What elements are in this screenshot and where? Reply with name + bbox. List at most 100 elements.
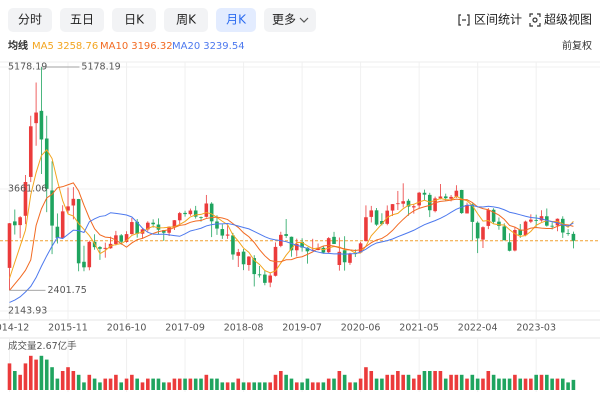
volume-bar xyxy=(422,371,427,390)
tab-label[interactable]: 五日 xyxy=(70,13,94,27)
candle-body xyxy=(135,221,139,234)
x-tick-label: 2019-07 xyxy=(282,323,322,334)
candle-body xyxy=(571,233,576,241)
candle-body xyxy=(23,182,28,216)
candle-body xyxy=(443,196,448,199)
volume-bar xyxy=(103,378,108,390)
tab-button[interactable] xyxy=(164,8,208,32)
x-tick-label: 2017-09 xyxy=(165,323,205,334)
candle-body xyxy=(231,235,235,255)
tool-super-view[interactable]: 超级视图 xyxy=(544,12,592,27)
x-tick-label: 2021-05 xyxy=(399,323,439,334)
x-tick-label: 2016-10 xyxy=(107,323,147,334)
candle-body xyxy=(550,225,554,227)
candle-body xyxy=(82,261,86,268)
tab-label[interactable]: 月K xyxy=(226,13,247,27)
plot xyxy=(0,67,600,303)
volume-bar xyxy=(252,382,257,390)
tab-button[interactable] xyxy=(8,8,52,32)
candle-body xyxy=(486,210,491,226)
volume-bar xyxy=(55,378,60,390)
volume-bar xyxy=(188,378,193,390)
volume-bar xyxy=(247,382,251,390)
candle-body xyxy=(220,229,225,236)
tab-button[interactable] xyxy=(264,8,316,32)
candle-body xyxy=(71,198,76,206)
volume-bar xyxy=(443,378,448,390)
candle-body xyxy=(358,243,363,253)
tab-label[interactable]: 分时 xyxy=(18,13,42,27)
volume-bar xyxy=(257,382,262,390)
grid xyxy=(0,62,600,392)
candle-body xyxy=(7,223,12,268)
toolbar: 分时 五日 日K 周K 月K 更多 xyxy=(8,8,316,32)
candle-body xyxy=(502,226,507,241)
volume-bar xyxy=(316,382,320,390)
volume-bar xyxy=(529,378,533,390)
legend-name: MA5 xyxy=(32,41,54,52)
candle-body xyxy=(374,210,379,225)
volume-bar xyxy=(374,378,379,390)
volume-bar xyxy=(369,371,374,390)
volume-bar xyxy=(130,374,134,390)
tab-label[interactable]: 更多 xyxy=(272,13,296,27)
volume-bar xyxy=(124,378,129,390)
candle-body xyxy=(539,216,544,221)
volume-bar xyxy=(66,367,70,390)
dropdown-chevron xyxy=(299,17,309,23)
volume-bar xyxy=(406,374,411,390)
candle-body xyxy=(252,258,257,275)
candle-body xyxy=(188,210,193,215)
adjust-mode[interactable]: 前复权 xyxy=(562,39,592,52)
volume-bar xyxy=(172,378,177,390)
candle-body xyxy=(161,230,166,233)
legend: MA5 3258.76 MA10 3196.32 MA20 3239.54 xyxy=(32,41,245,52)
candle-body xyxy=(66,206,70,211)
tab-button[interactable] xyxy=(216,8,256,32)
volume-bar xyxy=(348,382,352,390)
volume-bar xyxy=(146,378,150,390)
tool-range-stat[interactable]: 区间统计 xyxy=(474,13,522,27)
volume-bar xyxy=(273,374,278,390)
candle-body xyxy=(18,217,22,226)
candle-body xyxy=(513,230,517,251)
volume-bar xyxy=(284,374,288,390)
candle-body xyxy=(50,190,54,226)
volume-bar xyxy=(82,382,86,390)
max-marker-label: 5178.19 xyxy=(81,62,120,73)
volume-bar xyxy=(364,367,368,390)
candle-body xyxy=(342,250,347,263)
tab-button[interactable] xyxy=(112,8,156,32)
volume-bar xyxy=(305,378,310,390)
volume-bar xyxy=(321,382,326,390)
volume-bar xyxy=(326,378,331,390)
candle-body xyxy=(529,219,533,222)
x-tick-label: 2014-12 xyxy=(0,323,29,334)
volume-bar xyxy=(539,374,544,390)
volume-bar xyxy=(183,378,187,390)
volume-bar xyxy=(294,382,299,390)
volume-bar xyxy=(119,382,124,390)
candle-body xyxy=(146,222,150,230)
candle-body xyxy=(560,218,565,233)
volume-bar xyxy=(560,378,565,390)
volume-bar xyxy=(28,355,33,390)
volume-bar xyxy=(507,378,512,390)
volume-bar xyxy=(209,378,214,390)
volume-bar xyxy=(566,382,570,390)
tab-label[interactable]: 日K xyxy=(124,13,145,27)
tab-button[interactable] xyxy=(60,8,104,32)
super-view-icon xyxy=(529,13,541,27)
volume-bar xyxy=(98,382,102,390)
volume-bar xyxy=(385,374,390,390)
candle-body xyxy=(534,220,538,221)
ma-line xyxy=(9,149,574,279)
volume-bar xyxy=(417,374,421,390)
candle-body xyxy=(475,222,480,239)
ma-line xyxy=(9,204,574,303)
candle-body xyxy=(124,234,129,242)
candle-body xyxy=(401,201,405,204)
tab-label[interactable]: 周K xyxy=(176,13,197,27)
volume-bar xyxy=(332,378,336,390)
volume-bar xyxy=(13,371,17,390)
